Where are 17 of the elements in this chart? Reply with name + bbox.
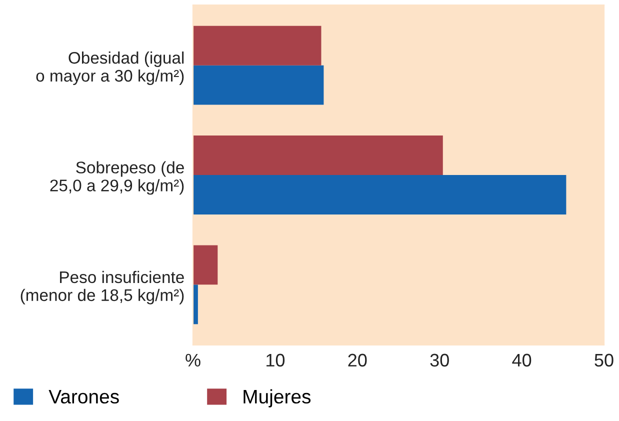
bar: [193, 245, 218, 285]
bar: [193, 136, 443, 175]
bar: [193, 26, 322, 66]
x-tick-label: 10: [266, 354, 285, 367]
y-tick-label: Sobrepeso (de 25,0 a 29,9 kg/m²): [50, 161, 184, 195]
bar: [193, 65, 324, 105]
x-tick-label: 40: [512, 354, 532, 367]
y-tick-label: Peso insuficiente (menor de 18,5 kg/m²): [20, 270, 184, 304]
x-tick-label: 30: [430, 354, 449, 367]
legend-label: Mujeres: [244, 389, 311, 408]
x-tick-label: %: [186, 354, 200, 367]
bar: [193, 175, 566, 214]
x-tick-label: 20: [348, 354, 367, 367]
bar: [193, 284, 198, 324]
legend-label: Varones: [48, 390, 119, 404]
y-tick-label: Obesidad (igual o mayor a 30 kg/m²): [36, 52, 184, 86]
x-tick-label: 50: [594, 354, 614, 367]
